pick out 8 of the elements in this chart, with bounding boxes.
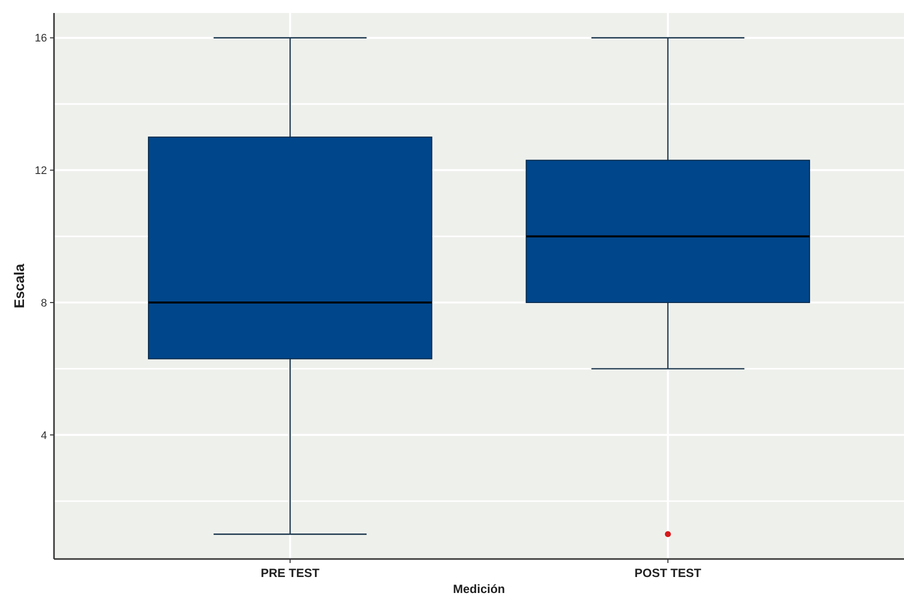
x-tick-label: PRE TEST	[260, 566, 320, 580]
y-tick-label: 12	[34, 165, 47, 178]
y-tick-label: 16	[34, 32, 47, 45]
y-tick-label: 8	[40, 297, 47, 310]
y-axis-title: Escala	[11, 264, 27, 308]
x-tick-label: POST TEST	[634, 566, 702, 580]
y-tick-label: 4	[40, 430, 47, 442]
x-axis-title: Medición	[452, 582, 506, 596]
